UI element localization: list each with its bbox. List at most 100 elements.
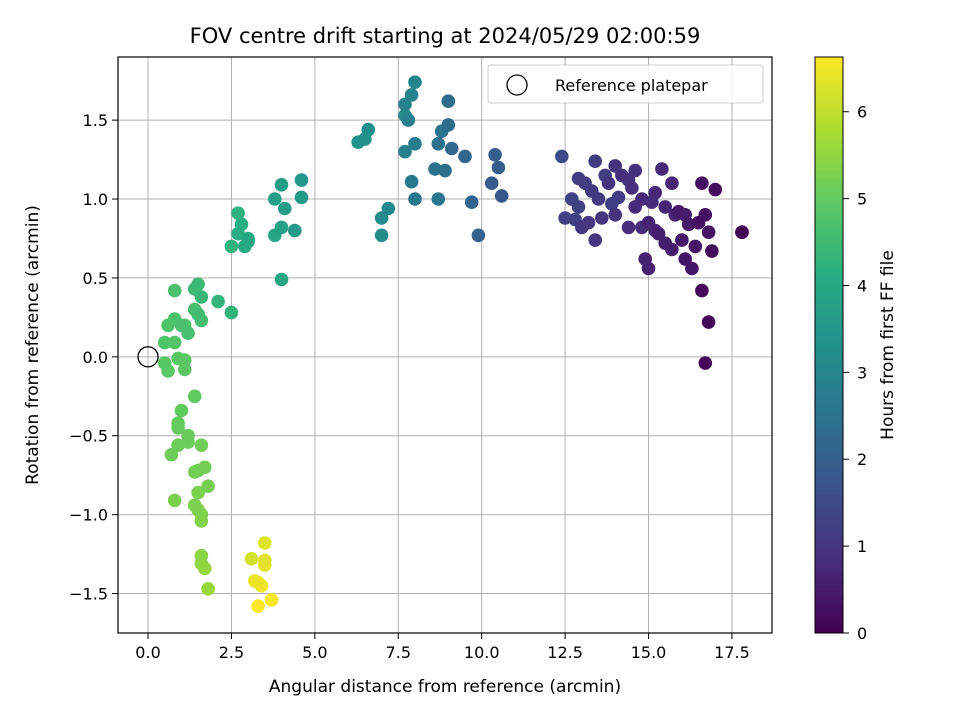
y-tick-label: −0.5 (69, 427, 108, 446)
data-point (191, 307, 205, 322)
colorbar-tick-label: 4 (857, 276, 867, 295)
x-tick-label: 17.5 (714, 643, 750, 662)
x-tick-label: 2.5 (219, 643, 244, 662)
data-point (708, 182, 723, 197)
data-point (194, 548, 209, 563)
data-point (458, 149, 472, 164)
data-point (191, 463, 205, 478)
data-point (431, 192, 446, 206)
data-point (288, 223, 302, 238)
data-point (374, 228, 389, 243)
data-point (171, 351, 185, 366)
reference-layer (137, 346, 159, 368)
data-point (157, 335, 172, 350)
data-point (374, 211, 389, 225)
data-point (571, 200, 586, 214)
data-point (194, 290, 209, 304)
data-point (441, 118, 456, 132)
reference-platepar-marker (137, 346, 159, 368)
data-point (244, 552, 259, 566)
x-tick-label: 7.5 (386, 643, 411, 662)
y-tick-label: −1.5 (69, 585, 108, 604)
data-point (224, 239, 239, 254)
data-point (685, 261, 699, 276)
data-points (157, 75, 749, 613)
data-point (224, 305, 239, 320)
data-point (471, 228, 486, 243)
data-point (625, 181, 639, 195)
chart-title: FOV centre drift starting at 2024/05/29 … (190, 24, 701, 48)
data-point (157, 356, 172, 370)
data-point (251, 599, 265, 613)
data-point (608, 159, 622, 173)
colorbar-tick-label: 0 (857, 624, 867, 643)
data-point (735, 225, 749, 239)
colorbar-tick-label: 5 (857, 190, 867, 209)
colorbar-tick-label: 1 (857, 537, 867, 556)
data-point (404, 88, 419, 102)
data-point (671, 204, 686, 219)
data-point (695, 283, 709, 298)
data-point (294, 173, 309, 187)
data-point (398, 97, 412, 112)
data-point (401, 113, 416, 127)
data-point (167, 335, 182, 350)
data-point (611, 190, 626, 205)
data-point (441, 94, 456, 108)
data-point (651, 226, 666, 241)
colorbar-tick-label: 2 (857, 450, 867, 469)
y-tick-label: 1.0 (83, 190, 108, 209)
data-point (187, 389, 202, 404)
y-tick-label: 0.0 (83, 348, 108, 367)
data-point (167, 493, 182, 508)
colorbar: 0 1 2 3 4 5 6 Hours from first FF file (814, 56, 898, 643)
data-point (638, 252, 652, 266)
data-point (558, 211, 572, 225)
data-point (464, 195, 479, 209)
data-point (201, 582, 215, 596)
data-point (681, 217, 696, 232)
data-point (258, 553, 272, 568)
data-point (164, 447, 179, 462)
data-point (491, 160, 506, 175)
data-point (701, 225, 716, 239)
data-point (211, 294, 225, 309)
data-point (701, 315, 716, 329)
x-axis-label: Angular distance from reference (arcmin) (269, 677, 621, 697)
data-point (171, 416, 185, 430)
data-point (698, 208, 713, 222)
data-point (231, 206, 245, 220)
data-point (665, 176, 679, 190)
data-point (488, 148, 502, 162)
data-point (444, 141, 459, 156)
y-tick-label: −1.0 (69, 506, 108, 525)
data-point (264, 593, 279, 607)
data-point (698, 356, 713, 370)
y-tick-label: 0.5 (83, 269, 108, 288)
data-point (615, 168, 629, 183)
x-axis: 0.0 2.5 5.0 7.5 10.0 12.5 15.0 17.5 (135, 633, 750, 662)
colorbar-gradient (814, 56, 844, 634)
data-point (581, 215, 596, 230)
data-point (248, 574, 262, 588)
data-point (595, 211, 609, 225)
colorbar-label: Hours from first FF file (878, 250, 898, 440)
legend-label-reference: Reference platepar (555, 76, 708, 95)
data-point (628, 163, 642, 178)
data-point (194, 438, 209, 453)
data-point (177, 362, 192, 377)
data-point (678, 252, 692, 266)
data-point (274, 220, 289, 235)
colorbar-tick-label: 3 (857, 363, 867, 382)
x-tick-label: 0.0 (135, 643, 160, 662)
data-point (705, 244, 719, 258)
data-point (398, 144, 412, 159)
data-point (181, 326, 195, 341)
data-point (688, 239, 703, 254)
data-point (658, 200, 672, 214)
data-point (241, 234, 255, 249)
data-point (555, 149, 569, 164)
x-tick-label: 12.5 (547, 643, 583, 662)
data-point (201, 479, 215, 494)
data-point (665, 242, 679, 257)
